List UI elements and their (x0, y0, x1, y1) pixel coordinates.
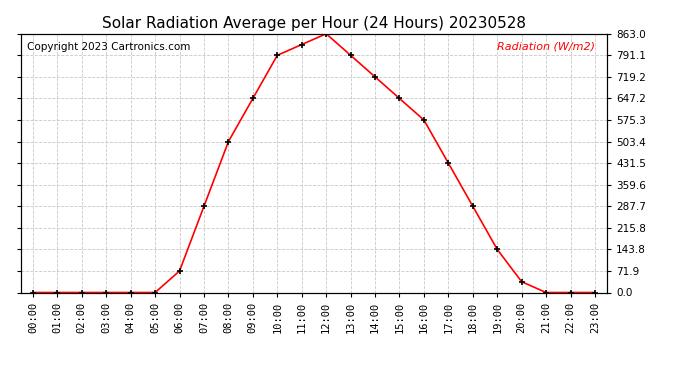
Text: Copyright 2023 Cartronics.com: Copyright 2023 Cartronics.com (26, 42, 190, 51)
Title: Solar Radiation Average per Hour (24 Hours) 20230528: Solar Radiation Average per Hour (24 Hou… (102, 16, 526, 31)
Text: Radiation (W/m2): Radiation (W/m2) (497, 42, 595, 51)
